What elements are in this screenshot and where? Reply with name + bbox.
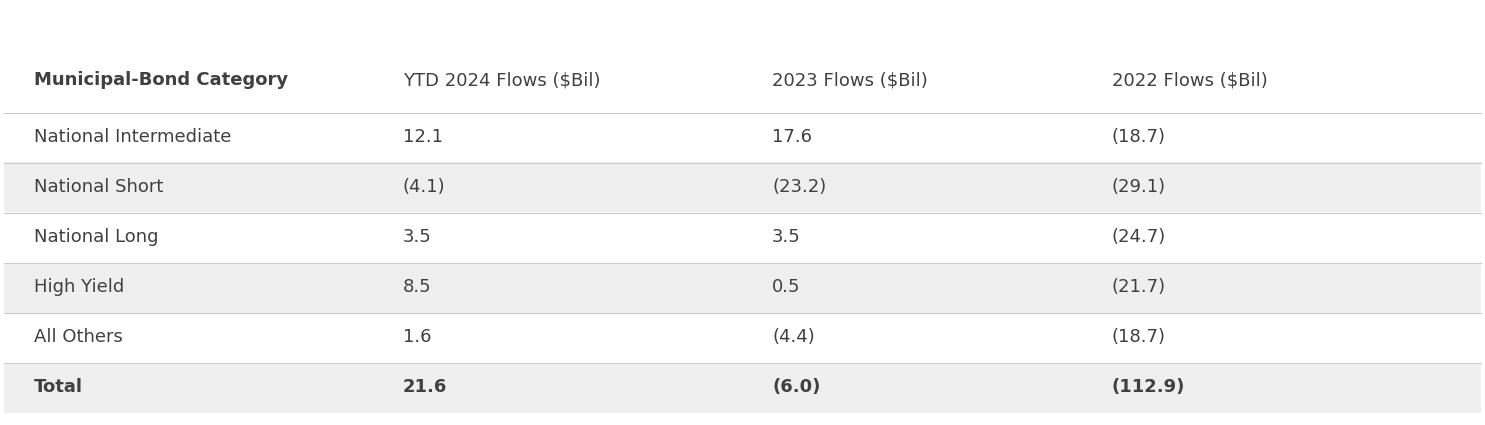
Text: 3.5: 3.5 xyxy=(402,229,432,246)
Bar xyxy=(4,363,1481,413)
Text: (23.2): (23.2) xyxy=(772,178,826,196)
Text: National Intermediate: National Intermediate xyxy=(34,128,232,147)
Text: Municipal-Bond Category: Municipal-Bond Category xyxy=(34,71,288,89)
Text: National Long: National Long xyxy=(34,229,159,246)
Text: 21.6: 21.6 xyxy=(402,379,447,397)
Bar xyxy=(4,212,1481,263)
Text: YTD 2024 Flows ($Bil): YTD 2024 Flows ($Bil) xyxy=(402,71,600,89)
Text: 1.6: 1.6 xyxy=(402,329,431,346)
Text: 2023 Flows ($Bil): 2023 Flows ($Bil) xyxy=(772,71,928,89)
Text: (18.7): (18.7) xyxy=(1112,128,1166,147)
Text: (24.7): (24.7) xyxy=(1112,229,1166,246)
Bar xyxy=(4,113,1481,162)
Bar xyxy=(4,312,1481,363)
Text: 17.6: 17.6 xyxy=(772,128,812,147)
Text: All Others: All Others xyxy=(34,329,123,346)
Text: High Yield: High Yield xyxy=(34,278,123,297)
Text: National Short: National Short xyxy=(34,178,163,196)
Text: 3.5: 3.5 xyxy=(772,229,800,246)
Text: 12.1: 12.1 xyxy=(402,128,443,147)
Text: 8.5: 8.5 xyxy=(402,278,432,297)
Text: (21.7): (21.7) xyxy=(1112,278,1166,297)
Text: (4.4): (4.4) xyxy=(772,329,815,346)
Text: 2022 Flows ($Bil): 2022 Flows ($Bil) xyxy=(1112,71,1267,89)
Text: (29.1): (29.1) xyxy=(1112,178,1166,196)
Text: (4.1): (4.1) xyxy=(402,178,445,196)
Text: Total: Total xyxy=(34,379,83,397)
Bar xyxy=(4,263,1481,312)
Bar xyxy=(4,162,1481,212)
Text: 0.5: 0.5 xyxy=(772,278,800,297)
Text: (18.7): (18.7) xyxy=(1112,329,1166,346)
Text: (112.9): (112.9) xyxy=(1112,379,1185,397)
Text: (6.0): (6.0) xyxy=(772,379,820,397)
